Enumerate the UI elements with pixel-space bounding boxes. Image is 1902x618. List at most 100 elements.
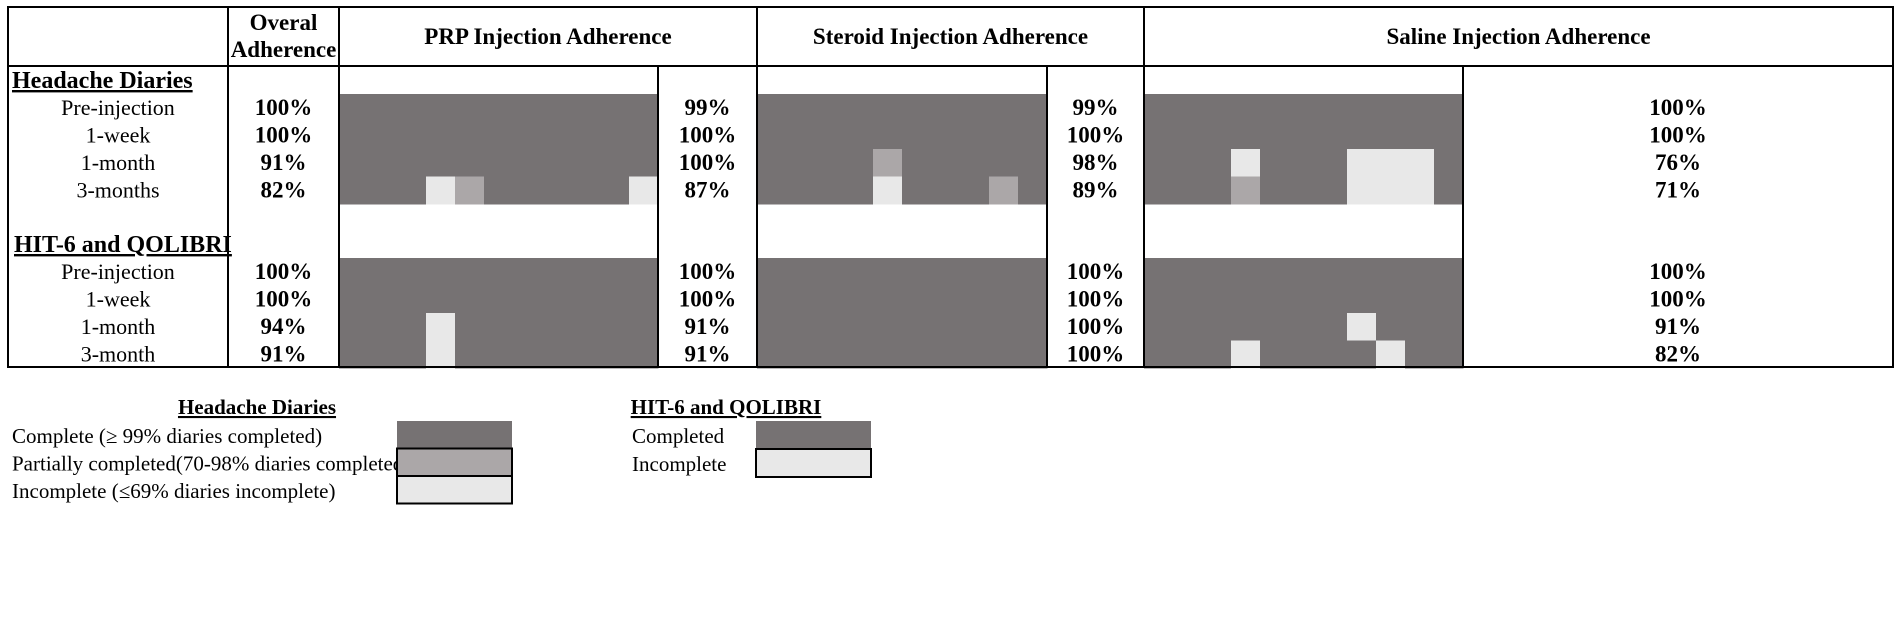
heatmap-cell: [629, 149, 659, 177]
legend-swatch: [397, 421, 512, 449]
heatmap-cell: [571, 285, 601, 314]
heatmap-cell: [1289, 258, 1319, 286]
heatmap-cell: [1376, 258, 1406, 286]
heatmap-cell: [484, 313, 514, 341]
group-adherence-value: 99%: [685, 95, 731, 120]
heatmap-cell: [902, 121, 932, 150]
row-label: Pre-injection: [61, 259, 175, 284]
heatmap-cell: [484, 176, 514, 205]
heatmap-cell: [873, 149, 903, 177]
heatmap-cell: [1434, 340, 1464, 369]
heatmap-cell: [571, 149, 601, 177]
heatmap-cell: [1144, 313, 1174, 341]
heatmap-cell: [960, 313, 990, 341]
group-adherence-value: 100%: [679, 122, 737, 147]
heatmap-cell: [571, 121, 601, 150]
heatmap-cell: [902, 94, 932, 122]
legend-swatch: [396, 447, 513, 477]
heatmap-cell: [1318, 94, 1348, 122]
heatmap-cell: [931, 285, 961, 314]
group-header: Saline Injection Adherence: [1386, 24, 1650, 49]
heatmap-cell: [815, 340, 845, 369]
heatmap-cell: [960, 176, 990, 205]
heatmap-cell: [902, 313, 932, 341]
heatmap-cell: [368, 149, 398, 177]
heatmap-cell: [1202, 149, 1232, 177]
heatmap-cell: [1434, 258, 1464, 286]
heatmap-cell: [1434, 176, 1464, 205]
row-label: 3-months: [76, 177, 159, 202]
heatmap-cell: [844, 176, 874, 205]
group-adherence-value: 100%: [1067, 314, 1125, 339]
heatmap-cell: [931, 258, 961, 286]
heatmap-cell: [629, 313, 659, 341]
row-label: 3-month: [81, 341, 156, 366]
heatmap-cell: [484, 340, 514, 369]
heatmap-cell: [455, 94, 485, 122]
group-adherence-value: 91%: [1655, 314, 1701, 339]
heatmap-cell: [1376, 176, 1406, 205]
table-border: [7, 6, 1894, 368]
heatmap-cell: [600, 340, 630, 369]
heatmap-cell: [960, 258, 990, 286]
heatmap-cell: [873, 313, 903, 341]
heatmap-cell: [873, 340, 903, 369]
overall-value: 100%: [255, 286, 313, 311]
heatmap-cell: [1260, 340, 1290, 369]
heatmap-cell: [815, 94, 845, 122]
heatmap-cell: [1231, 149, 1261, 177]
heatmap-cell: [1260, 94, 1290, 122]
heatmap-cell: [397, 94, 427, 122]
heatmap-cell: [339, 149, 369, 177]
heatmap-cell: [757, 313, 787, 341]
heatmap-cell: [1173, 285, 1203, 314]
overall-header-line2: Adherence: [231, 37, 337, 62]
section-title: Headache Diaries: [12, 68, 193, 94]
heatmap-cell: [1173, 340, 1203, 369]
heatmap-cell: [1347, 258, 1377, 286]
heatmap-cell: [426, 149, 456, 177]
heatmap-cell: [513, 313, 543, 341]
overall-value: 94%: [261, 314, 307, 339]
legend-swatch: [755, 448, 872, 478]
heatmap-cell: [1231, 340, 1261, 369]
heatmap-cell: [1376, 121, 1406, 150]
heatmap-cell: [786, 94, 816, 122]
heatmap-cell: [455, 285, 485, 314]
heatmap-cell: [1202, 176, 1232, 205]
heatmap-cell: [571, 340, 601, 369]
heatmap-cell: [1018, 285, 1048, 314]
heatmap-cell: [815, 176, 845, 205]
heatmap-cell: [397, 121, 427, 150]
overall-value: 100%: [255, 259, 313, 284]
heatmap-cell: [1231, 176, 1261, 205]
heatmap-cell: [1434, 121, 1464, 150]
cells-layer: [339, 94, 1464, 369]
heatmap-cell: [786, 340, 816, 369]
legend-label: Complete (≥ 99% diaries completed): [12, 424, 322, 448]
heatmap-cell: [1376, 94, 1406, 122]
heatmap-cell: [513, 340, 543, 369]
heatmap-cell: [1231, 94, 1261, 122]
heatmap-cell: [1318, 121, 1348, 150]
heatmap-cell: [629, 285, 659, 314]
group-adherence-value: 100%: [1067, 122, 1125, 147]
group-adherence-value: 87%: [685, 177, 731, 202]
heatmap-cell: [1347, 285, 1377, 314]
heatmap-cell: [339, 176, 369, 205]
heatmap-cell: [600, 121, 630, 150]
heatmap-cell: [397, 340, 427, 369]
heatmap-cell: [815, 149, 845, 177]
heatmap-cell: [1347, 149, 1377, 177]
heatmap-cell: [397, 149, 427, 177]
heatmap-cell: [960, 121, 990, 150]
heatmap-cell: [989, 313, 1019, 341]
heatmap-cell: [629, 94, 659, 122]
group-header: PRP Injection Adherence: [424, 24, 671, 49]
heatmap-cell: [844, 285, 874, 314]
heatmap-cell: [1231, 258, 1261, 286]
group-adherence-value: 82%: [1655, 341, 1701, 366]
row-label: 1-week: [86, 286, 151, 311]
group-adherence-value: 100%: [1067, 259, 1125, 284]
